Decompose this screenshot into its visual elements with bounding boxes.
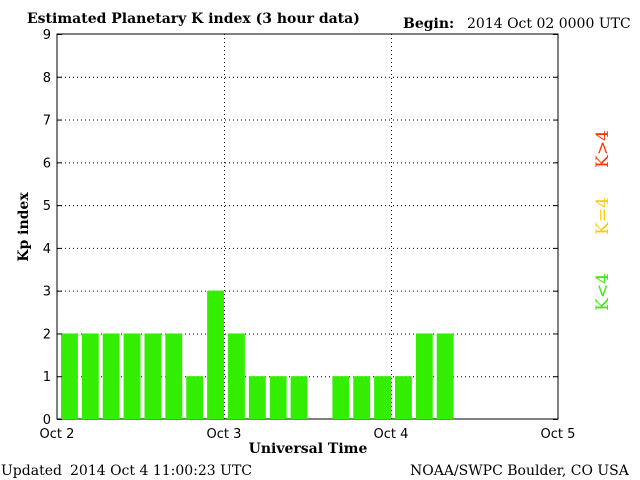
updated-label: Updated: [1, 463, 62, 479]
kp-bar: [61, 333, 78, 419]
kp-bar: [248, 376, 266, 419]
y-tick-label: 3: [43, 285, 51, 300]
legend-k-greater-4: K>4: [593, 130, 613, 168]
kp-bar: [165, 333, 183, 419]
x-axis-label: Universal Time: [249, 441, 368, 457]
y-tick-label: 6: [43, 156, 51, 171]
begin-value: 2014 Oct 02 0000 UTC: [467, 16, 631, 32]
kp-bar: [144, 333, 162, 419]
credit-text: NOAA/SWPC Boulder, CO USA: [410, 463, 630, 479]
x-tick-label: Oct 3: [207, 427, 242, 442]
kp-bar: [123, 333, 141, 419]
kp-bar: [102, 333, 120, 419]
y-tick-label: 0: [43, 413, 51, 428]
updated-value: 2014 Oct 4 11:00:23 UTC: [70, 463, 252, 479]
y-tick-label: 5: [43, 199, 51, 214]
kp-bar: [186, 376, 204, 419]
kp-bar: [228, 333, 245, 419]
kp-bar: [290, 376, 308, 419]
kp-bar: [415, 333, 433, 419]
grid-lines: [57, 34, 558, 419]
y-axis-ticks: 0 1 2 3 4 5 6 7 8 9: [43, 28, 558, 428]
kp-bar: [269, 376, 287, 419]
y-axis-label: Kp index: [16, 192, 32, 262]
kp-bar: [353, 376, 371, 419]
y-tick-label: 7: [43, 114, 51, 129]
legend-k-less-4: K<4: [593, 273, 613, 311]
chart-title: Estimated Planetary K index (3 hour data…: [27, 11, 360, 27]
kp-bar: [332, 376, 350, 419]
begin-label: Begin:: [403, 16, 454, 32]
x-axis-ticks: Oct 2 Oct 3 Oct 4 Oct 5: [40, 427, 576, 442]
x-tick-label: Oct 5: [541, 427, 576, 442]
legend-k-equals-4: K=4: [593, 197, 613, 235]
y-tick-label: 2: [43, 327, 51, 342]
kp-bar: [436, 333, 454, 419]
y-tick-label: 1: [43, 370, 51, 385]
bars: [61, 290, 454, 419]
y-tick-label: 9: [43, 28, 51, 43]
kp-bar: [207, 290, 224, 419]
kp-bar: [81, 333, 99, 419]
kp-bar: [395, 376, 412, 419]
y-tick-label: 4: [43, 242, 51, 257]
kp-bar: [374, 376, 391, 419]
y-tick-label: 8: [43, 71, 51, 86]
x-tick-label: Oct 2: [40, 427, 75, 442]
x-tick-label: Oct 4: [374, 427, 409, 442]
